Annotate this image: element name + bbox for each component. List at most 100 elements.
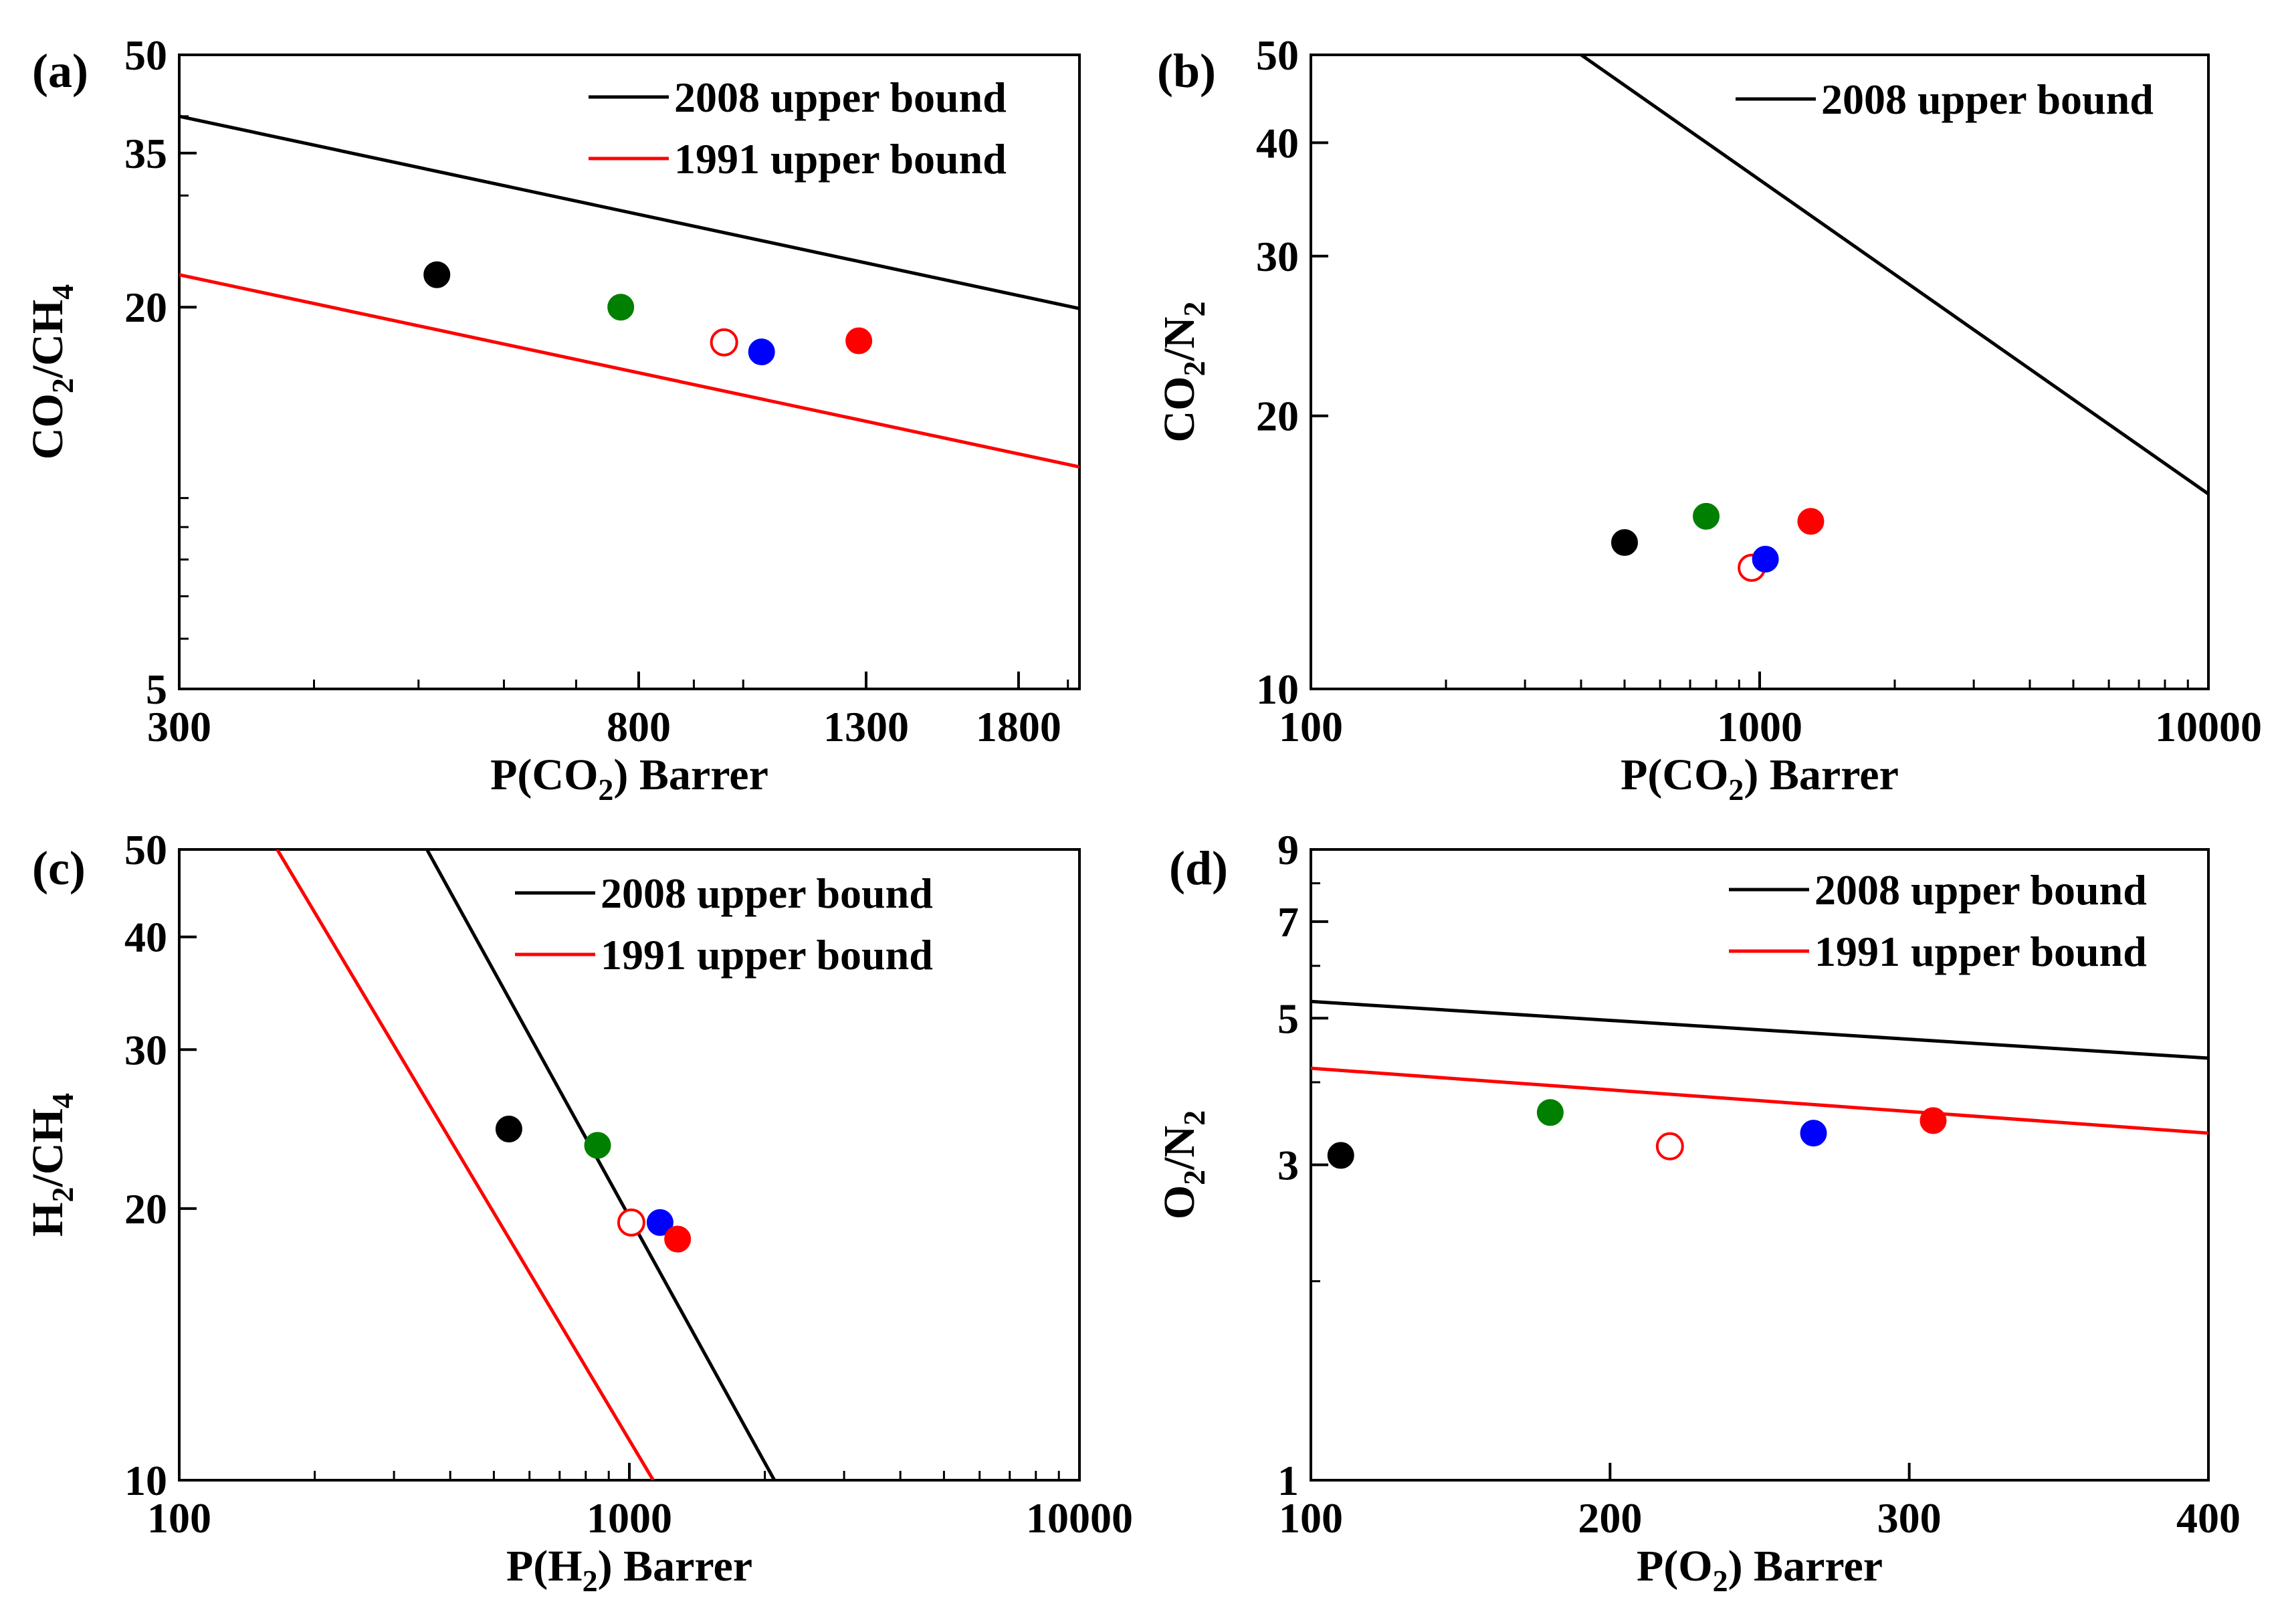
panel-d-legend-label: 1991 upper bound <box>1814 928 2147 975</box>
panel-d-x-label-subscript: 2 <box>1713 1564 1728 1598</box>
panel-a-y-tick-label: 35 <box>124 130 167 177</box>
panel-d-x-tick-label: 200 <box>1578 1494 1642 1542</box>
panel-a-y-axis-label: CO2/CH4 <box>23 284 80 460</box>
panel-d-y-label-part: 2 <box>1177 1110 1211 1126</box>
panel-a-data-point <box>423 261 451 288</box>
panel-b-data-point <box>1797 508 1825 535</box>
panel-d-y-tick-label: 9 <box>1277 826 1299 874</box>
panel-a-legend-label: 2008 upper bound <box>674 74 1007 121</box>
panel-d-y-label-part: O <box>1155 1185 1204 1219</box>
panel-a-plot-area <box>179 114 1079 469</box>
panel-b-plot-frame <box>1310 54 2210 690</box>
panel-b-label: (b) <box>1157 44 1216 98</box>
panel-d-data-point <box>1536 1099 1564 1126</box>
panel-d-line-2008-upper-bound <box>1311 999 2208 1060</box>
panel-c-line-2008-upper-bound <box>425 849 776 1480</box>
panel-c-x-tick-label: 10000 <box>1026 1494 1133 1542</box>
panel-c-x-label-subscript: 2 <box>583 1564 598 1598</box>
panel-b-x-tick-label: 100 <box>1279 703 1343 750</box>
panel-b-legend-label: 2008 upper bound <box>1821 76 2154 123</box>
panel-c-y-tick-label: 30 <box>124 1026 167 1074</box>
panel-a-x-label-subscript: 2 <box>598 773 613 807</box>
panel-b-plot-area <box>1580 55 2208 496</box>
panel-c-y-label-part: /CH <box>23 1108 72 1187</box>
panel-c-legend-label: 1991 upper bound <box>601 931 933 979</box>
panel-a-x-label-tail: ) Barrer <box>613 750 768 799</box>
panel-b-y-tick-label: 30 <box>1256 233 1299 280</box>
panel-c-x-axis-label: P(H2) Barrer <box>506 1542 752 1598</box>
panel-d-legend-label: 2008 upper bound <box>1814 866 2147 914</box>
panel-c-x-label-main: P(H <box>506 1542 583 1591</box>
panel-d-label: (d) <box>1169 841 1228 895</box>
panel-b-x-label-tail: ) Barrer <box>1744 750 1898 799</box>
panel-c-data-point <box>664 1225 692 1253</box>
panel-d-line-1991-upper-bound <box>1311 1066 2208 1135</box>
panel-b-y-tick-label: 20 <box>1256 393 1299 440</box>
panel-a-label: (a) <box>32 44 88 98</box>
panel-d-plot-area <box>1311 999 2208 1135</box>
panel-c-y-tick-label: 40 <box>124 914 167 961</box>
panel-a-x-tick-label: 1800 <box>976 703 1061 750</box>
panel-a-data-point <box>748 338 775 366</box>
panel-b-data-point <box>1693 502 1720 530</box>
panel-d-x-label-main: P(O <box>1637 1542 1713 1591</box>
panel-a-x-label-main: P(CO <box>490 750 598 799</box>
panel-a-y-label-part: 4 <box>45 284 80 300</box>
panel-c-data-point <box>617 1208 645 1237</box>
panel-a-y-label-part: CO <box>23 393 72 460</box>
panel-b-y-label-part: 2 <box>1177 302 1211 317</box>
panel-a-legend-label: 1991 upper bound <box>674 135 1007 183</box>
panel-c-y-tick-label: 20 <box>124 1185 167 1233</box>
panel-d-y-label-part: 2 <box>1177 1170 1211 1185</box>
panel-c-x-label-tail: ) Barrer <box>598 1542 752 1591</box>
panel-a-x-tick-label: 800 <box>607 703 671 750</box>
panel-b-y-label-part: 2 <box>1177 361 1211 377</box>
panel-b-y-axis-label: CO2/N2 <box>1155 302 1211 443</box>
panel-a-data-point <box>607 294 635 321</box>
panel-b-x-axis-label: P(CO2) Barrer <box>1621 750 1899 807</box>
panel-b-data-point <box>1611 529 1639 556</box>
panel-a-plot-frame <box>178 54 1081 690</box>
panel-d-x-label-tail: ) Barrer <box>1728 1542 1883 1591</box>
panel-d-data-point <box>1919 1107 1947 1134</box>
panel-c-y-tick-label: 50 <box>124 826 167 874</box>
panel-d-y-tick-label: 3 <box>1277 1142 1299 1189</box>
panel-c-plot-area <box>276 849 776 1480</box>
panel-c-legend-label: 2008 upper bound <box>601 870 933 917</box>
panel-b-x-label-subscript: 2 <box>1728 773 1744 807</box>
panel-b-y-tick-label: 50 <box>1256 31 1299 79</box>
panel-b-data-point <box>1752 546 1779 573</box>
panel-c-y-label-part: 4 <box>45 1093 80 1108</box>
panel-a-y-label-part: /CH <box>23 300 72 379</box>
panel-a-data-point <box>845 327 873 354</box>
panel-a-y-tick-label: 5 <box>146 666 167 713</box>
panel-a-y-tick-label: 20 <box>124 284 167 331</box>
panel-d-y-tick-label: 7 <box>1277 898 1299 946</box>
panel-d-data-point <box>1327 1142 1354 1169</box>
panel-c-label: (c) <box>32 841 86 895</box>
panel-d-y-tick-label: 5 <box>1277 995 1299 1042</box>
panel-c-line-1991-upper-bound <box>276 849 655 1480</box>
panel-b-y-label-part: CO <box>1155 377 1204 443</box>
panel-a-x-axis-label: P(CO2) Barrer <box>490 750 768 807</box>
panel-c-data-point <box>584 1132 611 1159</box>
panel-c-data-point <box>646 1209 673 1236</box>
panel-a-y-tick-label: 50 <box>124 31 167 79</box>
panel-c-y-label-part: H <box>23 1203 72 1237</box>
panel-b-line-2008-upper-bound <box>1580 55 2208 496</box>
panel-d-data-point <box>1800 1120 1827 1147</box>
panel-c-data-point <box>495 1115 522 1142</box>
panel-a-line-1991-upper-bound <box>179 273 1079 469</box>
panel-b-x-tick-label: 10000 <box>2155 703 2262 750</box>
panel-c-y-tick-label: 10 <box>124 1457 167 1504</box>
panel-b-x-label-main: P(CO <box>1621 750 1728 799</box>
panel-b-y-label-part: /N <box>1155 317 1204 362</box>
panel-d-y-label-part: /N <box>1155 1126 1204 1171</box>
panel-a-data-point <box>710 328 738 357</box>
panel-b-y-tick-label: 40 <box>1256 119 1299 167</box>
